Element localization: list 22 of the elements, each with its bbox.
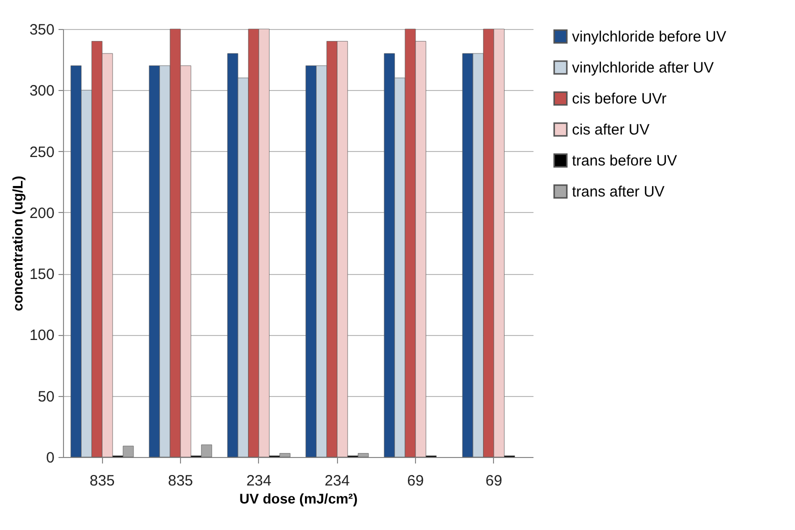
y-tick-label: 50 [38,388,54,406]
x-tick-label: 69 [407,472,424,490]
y-tick-label: 300 [29,82,54,100]
x-axis-title: UV dose (mJ/cm²) [239,490,358,506]
legend-label: cis after UV [572,122,650,138]
x-tick-label: 835 [90,472,115,490]
y-tick-label: 200 [29,204,54,222]
x-tick-label: 234 [246,472,272,490]
y-tick-label: 250 [29,144,54,161]
y-tick-label: 150 [29,266,54,284]
y-tick-label: 350 [29,22,54,38]
y-tick-label: 0 [46,450,54,466]
legend-label: vinylchloride after UV [572,60,714,76]
x-tick-label: 234 [324,472,350,490]
legend-label: cis before UVr [572,90,666,108]
y-axis-title: concentration (ug/L) [9,176,26,312]
x-tick-label: 69 [485,472,502,490]
legend-label: vinylchloride before UV [572,28,726,46]
legend-label: trans before UV [572,152,678,170]
x-tick-label: 835 [168,472,194,490]
legend-label: trans after UV [572,184,665,200]
y-tick-label: 100 [29,327,54,344]
